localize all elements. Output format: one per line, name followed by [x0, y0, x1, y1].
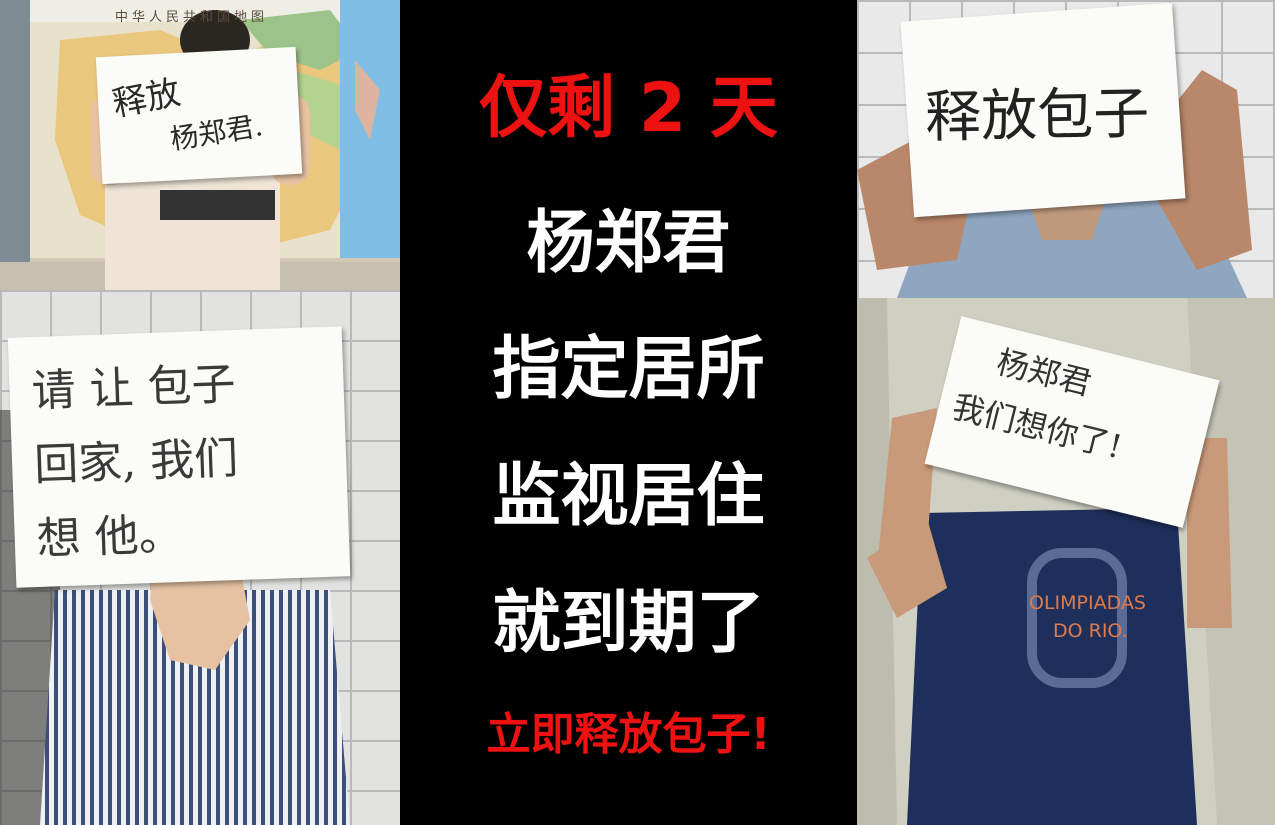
map-title: 中华人民共和国地图 [115, 10, 269, 25]
sign-text-line-1: 释放 [109, 72, 184, 125]
shirt-print-line-2: DO RIO. [1053, 620, 1128, 642]
protest-sign: 释放包子 [900, 2, 1186, 218]
protest-sign: 请 让 包子 回家, 我们 想 他。 [7, 326, 351, 588]
sign-text-line-2: 回家, 我们 [33, 432, 239, 492]
sign-text-line-3: 想 他。 [35, 508, 184, 565]
protest-sign: 释放 杨郑君. [95, 46, 303, 185]
headline-name: 杨郑君 [526, 204, 731, 283]
call-to-action: 立即释放包子! [486, 709, 771, 760]
headline-line-5: 就到期了 [492, 584, 765, 663]
photo-top-left: 中华人民共和国地图 释放 杨郑君. [0, 0, 400, 290]
sign-text-line-2: 我们想你了! [948, 387, 1126, 467]
sign-text: 释放包子 [924, 81, 1150, 151]
countdown-title: 仅剩 2 天 [479, 69, 778, 148]
headline-line-4: 监视居住 [492, 457, 765, 536]
sign-text-line-1: 请 让 包子 [30, 358, 237, 418]
shirt-print-line-1: OLIMPIADAS [1029, 592, 1146, 614]
headline-line-3: 指定居所 [492, 330, 765, 409]
headline-column: 仅剩 2 天 杨郑君 指定居所 监视居住 就到期了 立即释放包子! [400, 0, 857, 825]
photo-bottom-left: 请 让 包子 回家, 我们 想 他。 [0, 290, 400, 825]
photo-top-right: 释放包子 [857, 0, 1275, 298]
photo-bottom-right: OLIMPIADAS DO RIO. 杨郑君 我们想你了! [857, 298, 1275, 825]
